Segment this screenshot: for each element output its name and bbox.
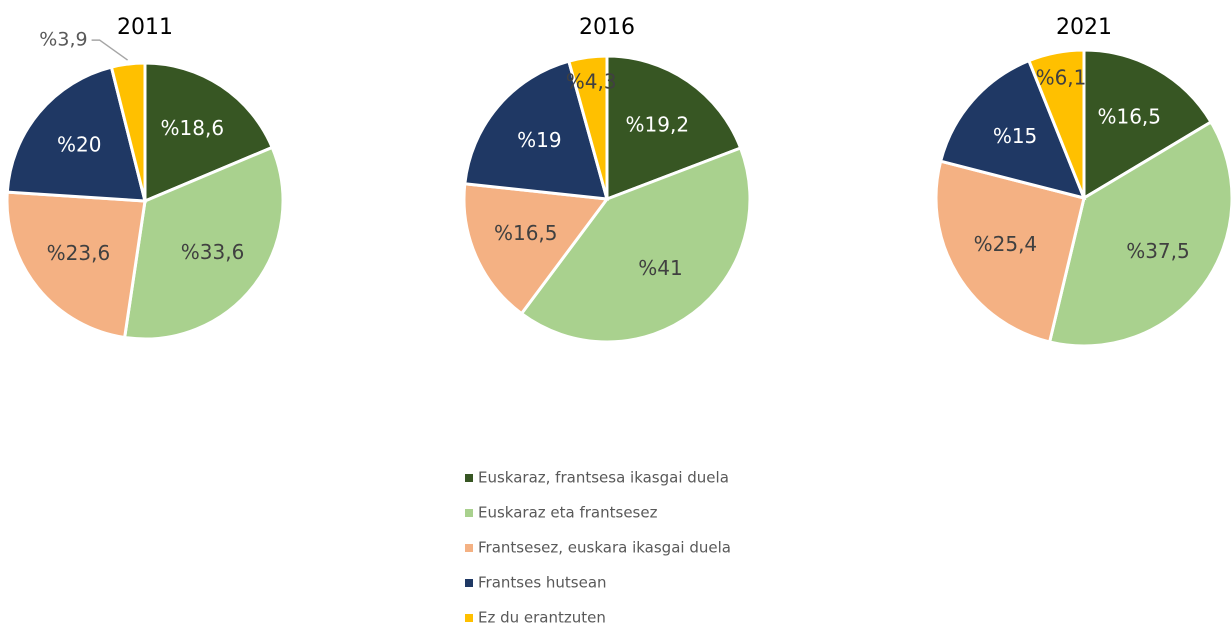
data-label: %37,5 — [1126, 239, 1190, 263]
pie-slice — [5, 65, 147, 203]
leader-line — [91, 39, 129, 61]
pie-slice — [143, 61, 275, 204]
legend-swatch — [465, 614, 473, 622]
pie-slice — [938, 58, 1087, 201]
legend-swatch — [465, 579, 473, 587]
legend-label: Frantsesez, euskara ikasgai duela — [478, 539, 731, 557]
data-label: %19 — [517, 128, 561, 152]
data-label: %16,5 — [1097, 105, 1161, 129]
data-label: %3,9 — [39, 29, 87, 51]
pie-slice — [462, 182, 610, 316]
pie-slice — [605, 54, 743, 202]
pie-slice — [109, 61, 147, 202]
legend-swatch — [465, 544, 473, 552]
data-label: %20 — [57, 133, 101, 157]
legend-label: Euskaraz eta frantsesez — [478, 504, 658, 522]
data-label: %15 — [993, 124, 1037, 148]
data-label: %19,2 — [626, 112, 690, 136]
pie-slice — [5, 190, 147, 340]
data-label: %4,3 — [566, 69, 617, 93]
data-label: %16,5 — [494, 221, 558, 245]
pie-title: 2011 — [117, 15, 173, 40]
legend-label: Ez du erantzuten — [478, 609, 606, 627]
data-label: %41 — [638, 256, 682, 280]
legend-swatch — [465, 509, 473, 517]
pie-slice — [566, 54, 609, 200]
pie-slice — [463, 59, 610, 201]
data-label: %25,4 — [974, 232, 1038, 256]
legend-swatch — [465, 474, 473, 482]
pie-slice — [519, 146, 752, 344]
pie-slice — [1047, 119, 1232, 348]
data-label: %23,6 — [47, 241, 111, 265]
legend-label: Frantses hutsean — [478, 574, 607, 592]
pie-slice — [1082, 48, 1214, 201]
pie-slice — [122, 145, 285, 341]
data-label: %18,6 — [161, 116, 225, 140]
legend-label: Euskaraz, frantsesa ikasgai duela — [478, 469, 729, 487]
data-label: %6,1 — [1036, 65, 1087, 89]
pie-title: 2021 — [1056, 15, 1112, 40]
pie-slice — [1026, 48, 1086, 199]
pie-slice — [934, 159, 1086, 344]
data-label: %33,6 — [181, 240, 245, 264]
pie-title: 2016 — [579, 15, 635, 40]
